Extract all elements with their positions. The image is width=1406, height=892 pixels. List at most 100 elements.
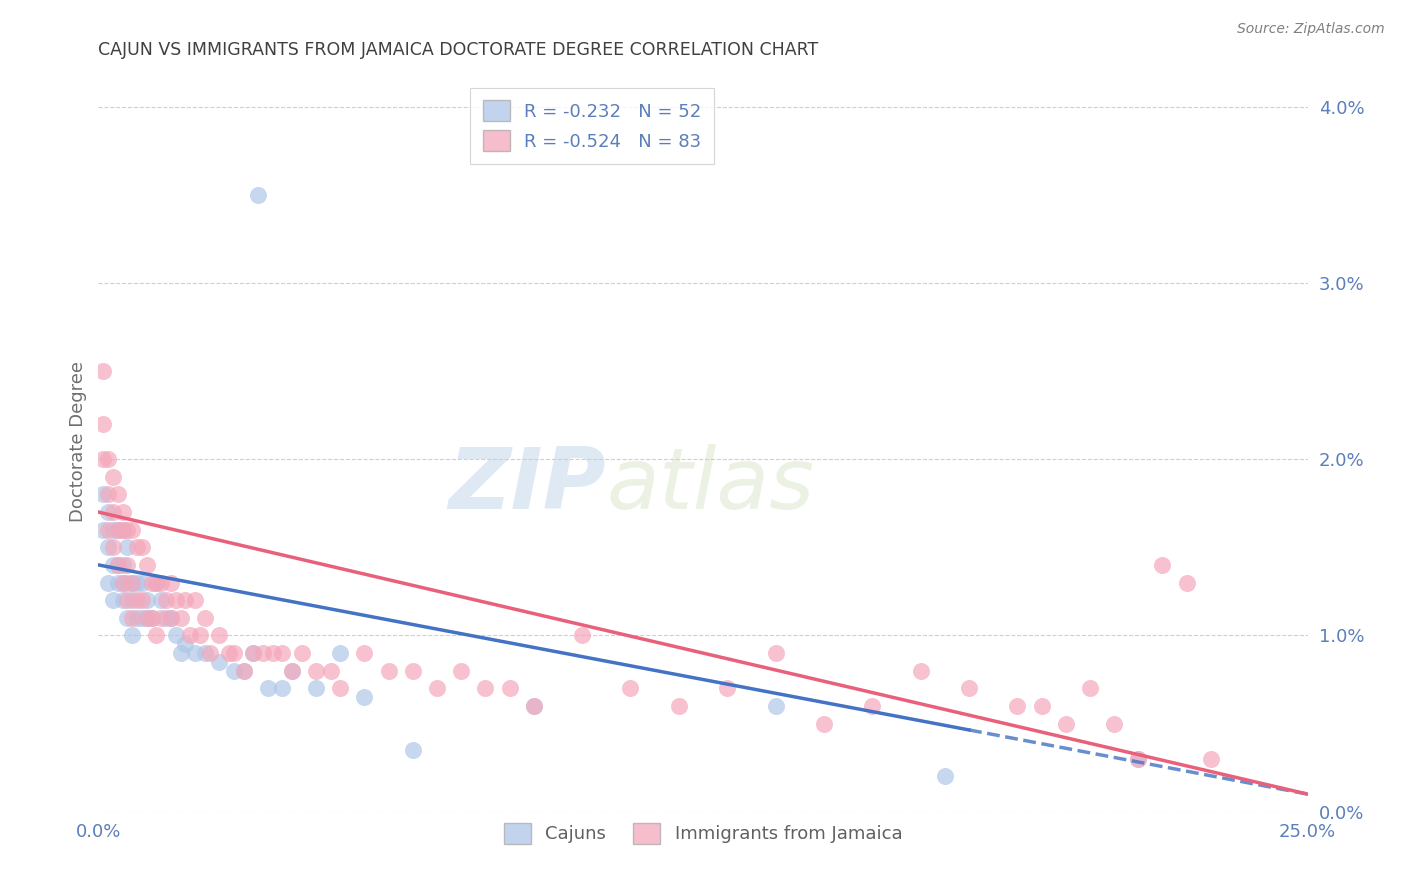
Point — [145, 575, 167, 590]
Point — [290, 646, 312, 660]
Point — [1199, 752, 1222, 766]
Point — [765, 646, 787, 660]
Text: CAJUN VS IMMIGRANTS FROM JAMAICA DOCTORATE DEGREE CORRELATION CHART: CAJUN VS IMMIGRANTS FROM JAMAICA DOCTORA… — [98, 41, 818, 59]
Point — [765, 698, 787, 713]
Point — [305, 664, 328, 678]
Point — [155, 593, 177, 607]
Text: ZIP: ZIP — [449, 444, 606, 527]
Point — [117, 593, 139, 607]
Point — [121, 611, 143, 625]
Point — [247, 187, 270, 202]
Point — [117, 558, 139, 572]
Point — [101, 541, 124, 555]
Point — [117, 523, 139, 537]
Point — [571, 628, 593, 642]
Point — [160, 611, 183, 625]
Point — [281, 664, 304, 678]
Point — [169, 611, 191, 625]
Point — [107, 558, 129, 572]
Point — [198, 646, 221, 660]
Point — [271, 646, 294, 660]
Point — [222, 664, 245, 678]
Point — [262, 646, 284, 660]
Point — [377, 664, 399, 678]
Point — [498, 681, 520, 696]
Point — [1054, 716, 1077, 731]
Point — [813, 716, 835, 731]
Point — [101, 505, 124, 519]
Point — [155, 611, 177, 625]
Point — [135, 611, 157, 625]
Point — [353, 646, 375, 660]
Point — [131, 575, 153, 590]
Point — [111, 523, 134, 537]
Point — [1152, 558, 1174, 572]
Point — [131, 593, 153, 607]
Point — [131, 611, 153, 625]
Point — [402, 743, 425, 757]
Point — [97, 575, 120, 590]
Point — [402, 664, 425, 678]
Point — [145, 628, 167, 642]
Text: Source: ZipAtlas.com: Source: ZipAtlas.com — [1237, 22, 1385, 37]
Point — [107, 523, 129, 537]
Point — [256, 681, 278, 696]
Point — [474, 681, 496, 696]
Point — [450, 664, 472, 678]
Point — [305, 681, 328, 696]
Point — [194, 611, 217, 625]
Point — [117, 541, 139, 555]
Point — [1102, 716, 1125, 731]
Point — [1078, 681, 1101, 696]
Point — [150, 611, 173, 625]
Point — [91, 417, 114, 431]
Point — [1128, 752, 1150, 766]
Point — [165, 628, 187, 642]
Point — [145, 575, 167, 590]
Point — [281, 664, 304, 678]
Point — [127, 541, 149, 555]
Point — [426, 681, 449, 696]
Point — [107, 487, 129, 501]
Point — [121, 575, 143, 590]
Point — [111, 523, 134, 537]
Point — [619, 681, 641, 696]
Y-axis label: Doctorate Degree: Doctorate Degree — [69, 361, 87, 522]
Point — [111, 575, 134, 590]
Point — [184, 593, 207, 607]
Point — [121, 593, 143, 607]
Point — [242, 646, 264, 660]
Point — [1128, 752, 1150, 766]
Point — [957, 681, 980, 696]
Point — [523, 698, 546, 713]
Point — [188, 628, 211, 642]
Point — [169, 646, 191, 660]
Point — [668, 698, 690, 713]
Point — [329, 646, 352, 660]
Point — [1007, 698, 1029, 713]
Point — [135, 558, 157, 572]
Point — [111, 593, 134, 607]
Point — [165, 593, 187, 607]
Point — [111, 575, 134, 590]
Point — [117, 575, 139, 590]
Text: atlas: atlas — [606, 444, 814, 527]
Point — [523, 698, 546, 713]
Point — [271, 681, 294, 696]
Point — [160, 575, 183, 590]
Point — [353, 690, 375, 705]
Point — [127, 575, 149, 590]
Point — [160, 611, 183, 625]
Point — [97, 505, 120, 519]
Point — [141, 611, 163, 625]
Point — [135, 593, 157, 607]
Point — [97, 541, 120, 555]
Point — [910, 664, 932, 678]
Point — [141, 611, 163, 625]
Point — [91, 452, 114, 467]
Point — [117, 611, 139, 625]
Point — [91, 523, 114, 537]
Point — [218, 646, 240, 660]
Point — [121, 523, 143, 537]
Point — [107, 523, 129, 537]
